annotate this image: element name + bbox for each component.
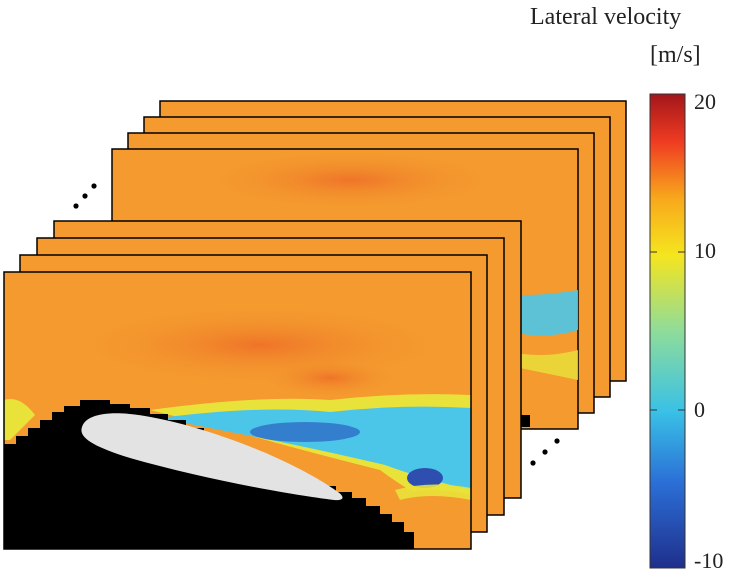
frame-front [3,271,472,550]
ellipsis-dots-upper-icon [73,183,97,209]
colorbar-tick-10: 10 [694,238,716,263]
colorbar-units: [m/s] [650,42,701,68]
front-frame-stack [3,220,522,550]
ellipsis-dots-lower-icon [530,438,560,466]
colorbar [649,93,686,569]
colorbar-title: Lateral velocity [530,4,682,30]
colorbar-tick-max: 20 [694,89,716,114]
airfoil-shape [81,413,343,501]
colorbar-gradient [649,93,686,569]
colorbar-tick-min: -10 [694,548,724,573]
colorbar-tick-0: 0 [694,397,705,422]
